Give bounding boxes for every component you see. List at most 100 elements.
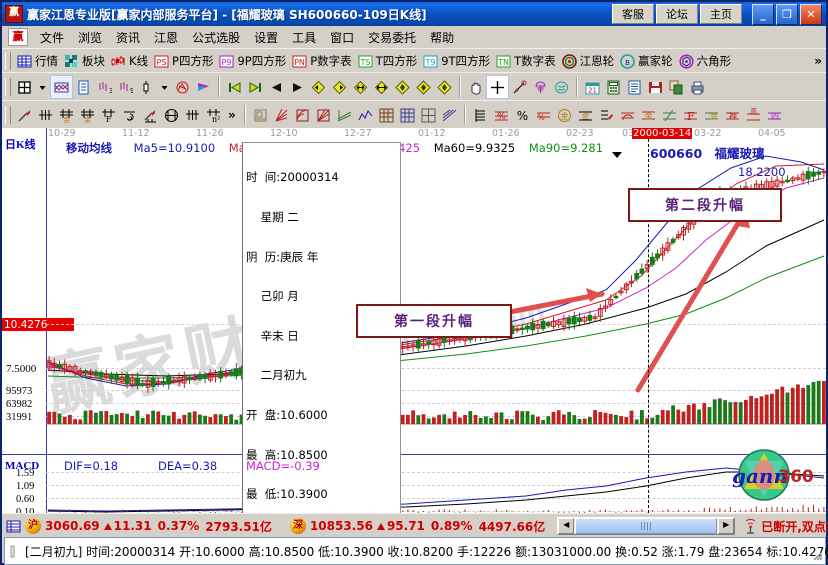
spiral-button[interactable] xyxy=(119,104,140,126)
print-button[interactable] xyxy=(687,76,708,98)
menu-item-settings[interactable]: 设置 xyxy=(254,30,279,45)
tool-hexagon[interactable]: 六角形 xyxy=(676,50,735,72)
close-button[interactable]: ✕ xyxy=(800,3,822,25)
bar-dropdown-button[interactable] xyxy=(157,76,172,98)
tool-p-square[interactable]: PS P四方形 xyxy=(151,50,216,72)
save-button[interactable] xyxy=(645,76,666,98)
minimize-button[interactable]: _ xyxy=(752,3,774,25)
index-shenzhen[interactable]: 深 10853.56 95.71 0.89% 4497.66亿 xyxy=(286,518,545,535)
fork2-button[interactable] xyxy=(182,104,203,126)
gann-fan-gold-button[interactable]: 金 xyxy=(56,104,77,126)
first-rise-annotation[interactable]: 第一段升幅 xyxy=(356,304,512,338)
info-handle-icon[interactable] xyxy=(9,544,17,559)
percent-sign-button[interactable]: % xyxy=(512,104,533,126)
fan-tool-button[interactable] xyxy=(530,76,551,98)
toolbar3-overflow-icon[interactable]: » xyxy=(228,108,236,122)
tool-winner-wheel[interactable]: B 赢家轮 xyxy=(617,50,676,72)
connection-status[interactable]: 已断开,双点打开. xyxy=(743,518,828,535)
period-button[interactable] xyxy=(14,76,35,98)
fit2-button[interactable] xyxy=(413,76,434,98)
n2-button[interactable]: n² xyxy=(203,104,224,126)
draw-line-button[interactable] xyxy=(509,76,530,98)
resize-grip[interactable] xyxy=(811,549,823,561)
tool-9t-square[interactable]: T9 9T四方形 xyxy=(420,50,493,72)
luntan-button[interactable]: 论坛 xyxy=(656,4,698,24)
fit3-button[interactable] xyxy=(434,76,455,98)
second-rise-annotation[interactable]: 第二段升幅 xyxy=(628,188,782,222)
zoom-right-button[interactable] xyxy=(329,76,350,98)
fit-button[interactable] xyxy=(392,76,413,98)
plot-canvas[interactable]: 10-29 11-12 11-26 12-10 12-27 01-12 01-2… xyxy=(46,128,826,513)
gold-circle-button[interactable]: 金 xyxy=(554,104,575,126)
zoom-left-button[interactable] xyxy=(308,76,329,98)
kefu-button[interactable]: 客服 xyxy=(612,4,654,24)
menu-item-news[interactable]: 资讯 xyxy=(116,30,141,45)
brain-button[interactable] xyxy=(551,76,572,98)
report-button[interactable] xyxy=(73,76,94,98)
overlay-button[interactable] xyxy=(50,75,73,99)
menu-item-gann[interactable]: 江恩 xyxy=(154,30,179,45)
tool-gann-wheel[interactable]: 江恩轮 xyxy=(559,50,618,72)
fork-tool-button[interactable] xyxy=(35,104,56,126)
tool-t-number-table[interactable]: TN T数字表 xyxy=(493,50,559,72)
crosshair-button[interactable] xyxy=(486,75,509,99)
tool-t-square[interactable]: TS T四方形 xyxy=(355,50,421,72)
gold-box-button[interactable]: 金 xyxy=(638,104,659,126)
square-box-button[interactable] xyxy=(250,104,271,126)
pen2-button[interactable] xyxy=(140,104,161,126)
slope-button[interactable] xyxy=(439,104,460,126)
fibo-f-button[interactable]: F xyxy=(98,104,119,126)
angle-red-button[interactable]: 裡 xyxy=(722,104,743,126)
grid3-button[interactable] xyxy=(418,104,439,126)
circle-grid-button[interactable] xyxy=(161,104,182,126)
tool-p-number-table[interactable]: PN P数字表 xyxy=(289,50,354,72)
zhuye-button[interactable]: 主页 xyxy=(700,4,742,24)
candles-9-button[interactable]: 9 xyxy=(115,76,136,98)
menu-item-file[interactable]: 文件 xyxy=(40,30,65,45)
horizontal-scrollbar[interactable]: ◀ ▶ xyxy=(557,517,736,535)
next-button[interactable] xyxy=(287,76,308,98)
bar-style-button[interactable] xyxy=(136,76,157,98)
angle-j-button[interactable] xyxy=(659,104,680,126)
red-arc-button[interactable] xyxy=(617,104,638,126)
angle-four-button[interactable]: 四 xyxy=(764,104,785,126)
prev-button[interactable] xyxy=(266,76,287,98)
quote-grid-icon[interactable] xyxy=(6,519,21,534)
red-fan-button[interactable] xyxy=(271,104,292,126)
chart-area[interactable]: 赢家财富网 www.yingjia360.com 日K线 MACD 7.5000… xyxy=(2,128,826,513)
zoom-both-button[interactable] xyxy=(371,76,392,98)
toolbar3-grip[interactable] xyxy=(5,106,11,124)
menu-item-browse[interactable]: 浏览 xyxy=(78,30,103,45)
tool-sector[interactable]: 板块 xyxy=(61,50,108,72)
arc-button[interactable] xyxy=(292,104,313,126)
hand-button[interactable] xyxy=(465,76,486,98)
tool-kline[interactable]: K线 xyxy=(108,50,151,72)
scroll-left-button[interactable]: ◀ xyxy=(558,518,575,534)
pen3-button[interactable] xyxy=(596,104,617,126)
angle-f-button[interactable]: F xyxy=(680,104,701,126)
scroll-right-button[interactable]: ▶ xyxy=(718,518,735,534)
flag-button[interactable] xyxy=(193,76,214,98)
maximize-button[interactable]: ❐ xyxy=(776,3,798,25)
gann-grid-gold-button[interactable]: 金 xyxy=(77,104,98,126)
note-button[interactable] xyxy=(624,76,645,98)
grid2-button[interactable] xyxy=(397,104,418,126)
pen-tool-button[interactable] xyxy=(14,104,35,126)
period-dropdown-button[interactable] xyxy=(35,76,50,98)
zigzag-button[interactable] xyxy=(355,104,376,126)
candles-3-button[interactable]: 3 xyxy=(94,76,115,98)
ladder-button[interactable] xyxy=(470,104,491,126)
menu-item-tools[interactable]: 工具 xyxy=(292,30,317,45)
last-page-button[interactable] xyxy=(245,76,266,98)
tool-quotes[interactable]: 行情 xyxy=(14,50,61,72)
menu-item-window[interactable]: 窗口 xyxy=(330,30,355,45)
toolbar1-overflow-icon[interactable]: » xyxy=(814,54,822,68)
scroll-thumb[interactable] xyxy=(575,518,718,534)
calculator-button[interactable] xyxy=(603,76,624,98)
angle-gold-button[interactable]: 金 xyxy=(701,104,722,126)
toolbar-grip[interactable] xyxy=(5,52,11,70)
pattern-button[interactable] xyxy=(172,76,193,98)
percent-line-button[interactable]: % xyxy=(491,104,512,126)
angle-button[interactable] xyxy=(334,104,355,126)
index-shanghai[interactable]: 沪 3060.69 11.31 0.37% 2793.51亿 xyxy=(21,518,272,535)
